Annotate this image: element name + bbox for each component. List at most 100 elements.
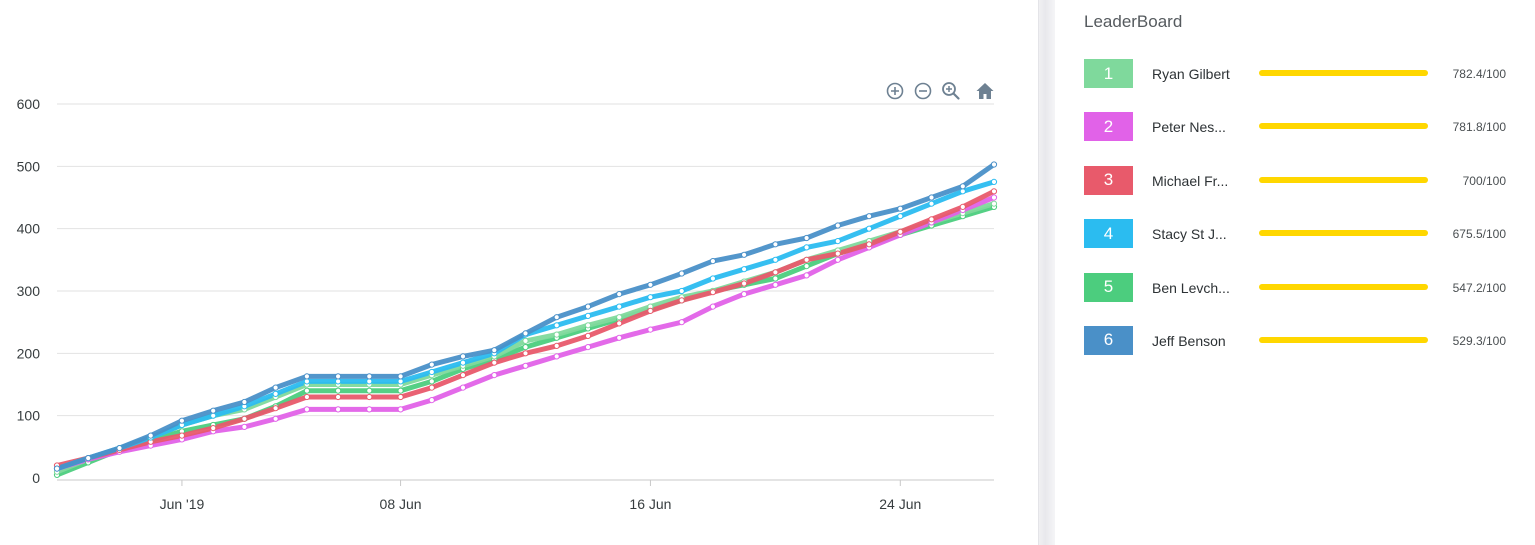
leaderboard-row[interactable]: 4 Stacy St J... 675.5/100 xyxy=(1084,219,1524,272)
series-point xyxy=(459,353,467,360)
series-point xyxy=(709,289,717,296)
player-name: Peter Nes... xyxy=(1152,119,1226,136)
series-point xyxy=(53,465,61,472)
series-point xyxy=(616,314,623,321)
series-point xyxy=(366,378,373,385)
series-point xyxy=(335,373,342,380)
series-point xyxy=(522,350,529,357)
series-point xyxy=(990,188,998,195)
zoom-reset-icon[interactable] xyxy=(940,80,962,102)
series-point xyxy=(834,250,841,257)
series-line xyxy=(54,179,997,472)
x-tick-label: 08 Jun xyxy=(380,496,422,512)
rank-badge: 2 xyxy=(1084,112,1133,142)
series-point xyxy=(303,387,310,394)
score-bar xyxy=(1259,123,1428,130)
series-line xyxy=(54,162,997,472)
player-name: Ben Levch... xyxy=(1152,279,1230,296)
series-point xyxy=(959,203,966,210)
player-score: 529.3/100 xyxy=(1452,333,1506,348)
score-bar-fill xyxy=(1259,176,1428,183)
player-name: Jeff Benson xyxy=(1152,332,1226,349)
series-point xyxy=(272,405,279,412)
series-point xyxy=(584,332,592,339)
series-point xyxy=(772,275,779,282)
series-point xyxy=(116,445,123,452)
chart-toolbar xyxy=(884,80,996,102)
series-point xyxy=(272,415,279,422)
rank-badge: 1 xyxy=(1084,59,1133,88)
leaderboard-row[interactable]: 2 Peter Nes... 781.8/100 xyxy=(1084,112,1524,165)
series-point xyxy=(397,373,404,380)
series-point xyxy=(428,368,435,376)
player-name: Stacy St J... xyxy=(1152,226,1227,243)
series-point xyxy=(428,397,435,404)
home-icon[interactable] xyxy=(974,80,996,102)
series-point xyxy=(616,320,623,327)
series-point xyxy=(553,322,560,329)
series-point xyxy=(241,398,248,406)
score-bar-fill xyxy=(1259,70,1428,76)
series-point xyxy=(897,213,904,220)
series-point xyxy=(678,287,685,295)
series-point xyxy=(428,361,435,368)
series-point xyxy=(335,378,342,385)
zoom-out-icon[interactable] xyxy=(912,80,934,102)
series-point xyxy=(866,213,873,220)
player-score: 781.8/100 xyxy=(1452,120,1506,135)
series-point xyxy=(990,161,998,168)
series-point xyxy=(366,387,373,394)
score-bar-fill xyxy=(1259,336,1428,343)
series-point xyxy=(459,372,467,379)
series-point xyxy=(741,280,748,287)
series-point xyxy=(178,432,185,439)
player-score: 700/100 xyxy=(1462,173,1506,188)
series-point xyxy=(647,326,654,333)
y-tick-label: 0 xyxy=(32,470,40,486)
y-tick-label: 500 xyxy=(17,158,41,174)
series-point xyxy=(834,238,841,245)
x-tick-label: 16 Jun xyxy=(629,496,671,512)
leaderboard-row[interactable]: 5 Ben Levch... 547.2/100 xyxy=(1084,272,1524,326)
rank-badge: 3 xyxy=(1084,165,1133,195)
series-point xyxy=(241,423,248,430)
series-point xyxy=(803,244,810,251)
series-point xyxy=(272,384,279,391)
series-point xyxy=(522,344,529,351)
y-tick-label: 400 xyxy=(17,221,41,237)
series-point xyxy=(584,303,592,310)
series-point xyxy=(834,222,841,229)
series-point xyxy=(772,269,779,276)
series-point xyxy=(241,415,248,422)
series-point xyxy=(897,228,904,235)
series-point xyxy=(522,330,529,337)
leaderboard-row[interactable]: 3 Michael Fr... 700/100 xyxy=(1084,165,1524,219)
series-point xyxy=(428,384,435,391)
series-point xyxy=(990,194,998,201)
series-point xyxy=(366,393,373,401)
leaderboard-row[interactable]: 1 Ryan Gilbert 782.4/100 xyxy=(1084,59,1524,112)
series-point xyxy=(584,344,592,351)
series-point xyxy=(553,353,560,360)
series-point xyxy=(397,393,404,401)
series-point xyxy=(866,225,873,232)
series-point xyxy=(428,378,435,385)
series-point xyxy=(928,216,935,223)
player-score: 782.4/100 xyxy=(1452,67,1506,81)
series-point xyxy=(709,275,717,282)
series-point xyxy=(803,263,810,270)
zoom-in-icon[interactable] xyxy=(884,80,906,102)
series-point xyxy=(709,303,717,310)
series-point xyxy=(335,393,342,401)
y-tick-label: 300 xyxy=(17,283,41,299)
score-bar xyxy=(1259,176,1428,183)
series-point xyxy=(522,337,529,344)
series-point xyxy=(928,200,935,207)
leaderboard-row[interactable]: 6 Jeff Benson 529.3/100 xyxy=(1084,325,1524,379)
series-point xyxy=(584,322,592,329)
score-bar xyxy=(1259,70,1428,76)
score-bar xyxy=(1259,336,1428,343)
score-bar-fill xyxy=(1259,230,1428,237)
series-point xyxy=(366,406,373,413)
series-point xyxy=(647,294,654,301)
